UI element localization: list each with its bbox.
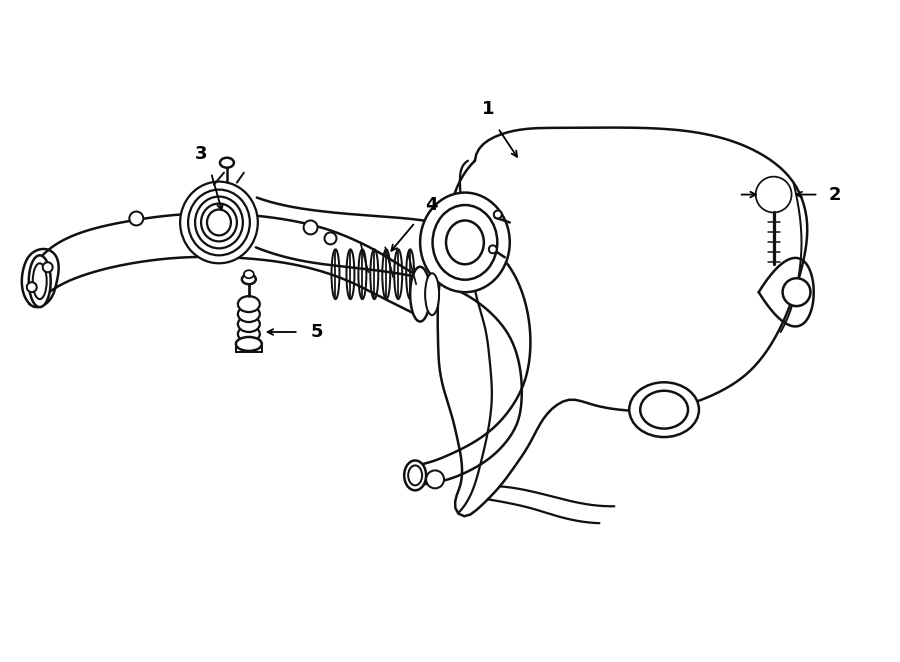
Circle shape: [426, 471, 444, 489]
Ellipse shape: [409, 465, 422, 485]
Ellipse shape: [238, 316, 260, 332]
Ellipse shape: [244, 270, 254, 278]
Text: 5: 5: [310, 323, 323, 341]
Ellipse shape: [238, 326, 260, 342]
Ellipse shape: [446, 220, 484, 264]
Ellipse shape: [640, 391, 688, 428]
Circle shape: [783, 278, 811, 306]
Ellipse shape: [188, 189, 250, 256]
Ellipse shape: [220, 158, 234, 167]
Ellipse shape: [238, 306, 260, 322]
Ellipse shape: [180, 181, 257, 263]
Ellipse shape: [410, 267, 430, 322]
Ellipse shape: [404, 461, 426, 491]
Ellipse shape: [242, 274, 256, 284]
Polygon shape: [760, 179, 787, 209]
Ellipse shape: [494, 211, 502, 218]
Circle shape: [303, 220, 318, 234]
Ellipse shape: [195, 197, 243, 248]
Circle shape: [756, 177, 792, 213]
Ellipse shape: [629, 382, 699, 437]
Ellipse shape: [236, 337, 262, 351]
Text: 3: 3: [194, 145, 207, 163]
Ellipse shape: [425, 273, 439, 315]
Ellipse shape: [489, 246, 497, 254]
Text: 1: 1: [482, 100, 494, 118]
Circle shape: [42, 262, 53, 272]
Ellipse shape: [433, 205, 498, 280]
Ellipse shape: [420, 193, 509, 292]
Ellipse shape: [238, 296, 260, 312]
Text: 2: 2: [828, 185, 841, 204]
Ellipse shape: [201, 203, 237, 242]
Circle shape: [325, 232, 337, 244]
Ellipse shape: [32, 263, 47, 299]
Circle shape: [27, 282, 37, 292]
Circle shape: [130, 211, 143, 226]
Ellipse shape: [207, 209, 231, 236]
Ellipse shape: [29, 256, 50, 307]
Text: 4: 4: [425, 197, 437, 214]
